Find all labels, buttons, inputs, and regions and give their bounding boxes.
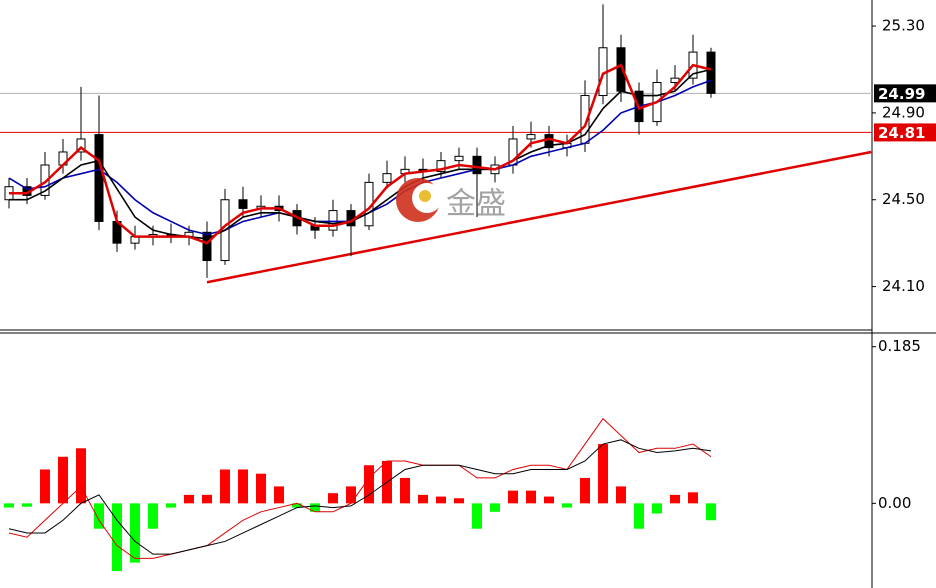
macd-bar xyxy=(706,503,716,521)
y-tick-label: 25.30 xyxy=(882,17,925,35)
macd-bar xyxy=(202,494,212,504)
moving-average xyxy=(9,63,712,245)
macd-bar xyxy=(4,503,14,508)
macd-bar xyxy=(598,444,608,504)
candle-body xyxy=(436,160,446,173)
macd-bar xyxy=(166,503,176,508)
watermark-logo xyxy=(419,190,431,202)
macd-bar xyxy=(418,494,428,504)
macd-bar xyxy=(688,492,698,504)
macd-bar xyxy=(94,503,104,529)
macd-bar xyxy=(364,465,374,504)
macd-bar xyxy=(580,477,590,504)
y-tick-label: 24.90 xyxy=(882,103,925,121)
y-tick-label: 24.10 xyxy=(882,277,925,295)
macd-bar xyxy=(526,490,536,504)
macd-bar xyxy=(562,503,572,508)
macd-bar xyxy=(274,486,284,504)
moving-average xyxy=(9,68,712,240)
macd-line xyxy=(8,417,712,559)
price-label: 24.81 xyxy=(878,124,925,142)
y-tick-label: 0.185 xyxy=(878,337,921,355)
macd-bar xyxy=(652,503,662,514)
trendline xyxy=(206,150,872,284)
macd-bar xyxy=(148,503,158,529)
macd-bar xyxy=(670,494,680,504)
macd-bar xyxy=(58,456,68,504)
macd-bar xyxy=(130,503,140,563)
candle-body xyxy=(526,134,536,140)
watermark: 金盛 xyxy=(396,178,506,222)
macd-bar xyxy=(112,503,122,572)
y-tick-label: 24.50 xyxy=(882,190,925,208)
price-label-box xyxy=(874,84,936,103)
candle-body xyxy=(472,155,482,175)
candle-body xyxy=(706,51,716,94)
macd-bar xyxy=(22,503,32,507)
candle-body xyxy=(94,134,104,222)
candle-body xyxy=(454,155,464,162)
macd-line xyxy=(8,439,712,555)
macd-bar xyxy=(400,477,410,504)
macd-bar xyxy=(76,448,86,504)
y-tick-label: 0.00 xyxy=(878,494,911,512)
price-label-box xyxy=(874,123,936,142)
macd-bar xyxy=(634,503,644,529)
macd-bar xyxy=(616,486,626,504)
macd-bar xyxy=(508,490,518,504)
candle-body xyxy=(238,199,248,209)
macd-bar xyxy=(472,503,482,529)
candle-body xyxy=(328,210,338,231)
watermark-text: 金盛 xyxy=(446,187,506,222)
macd-bar xyxy=(256,473,266,504)
macd-bar xyxy=(310,503,320,512)
macd-bar xyxy=(328,493,338,504)
macd-bar xyxy=(490,503,500,512)
macd-bar xyxy=(436,496,446,504)
macd-bar xyxy=(220,469,230,504)
macd-bar xyxy=(292,503,302,508)
macd-bar xyxy=(184,494,194,504)
macd-bar xyxy=(346,486,356,504)
macd-bar xyxy=(40,469,50,504)
macd-bar xyxy=(238,469,248,504)
macd-bar xyxy=(454,498,464,504)
candle-body xyxy=(382,173,392,183)
candle-body xyxy=(202,231,212,262)
macd-bar xyxy=(544,496,554,504)
candle-body xyxy=(76,138,86,153)
price-label: 24.99 xyxy=(878,85,925,103)
